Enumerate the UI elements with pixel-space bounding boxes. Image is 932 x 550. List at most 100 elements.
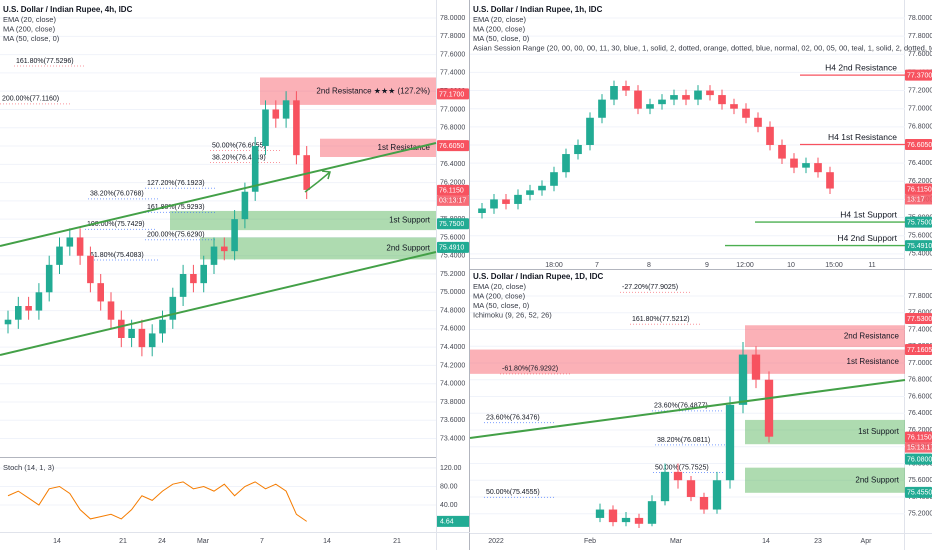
- trend-line: [469, 379, 906, 439]
- y-tick-label: 76.6000: [908, 393, 932, 400]
- price-tag: [437, 184, 469, 196]
- y-tick-label: 73.6000: [440, 417, 465, 424]
- x-tick-label: Apr: [861, 538, 873, 545]
- price-tag-label: 75.4550: [907, 490, 932, 497]
- price-tag: [437, 218, 469, 230]
- indicator-label: EMA (20, close): [473, 15, 526, 24]
- y-tick-label: 74.2000: [440, 362, 465, 369]
- level-label: H4 1st Support: [840, 209, 897, 219]
- y-tick-label: 77.8000: [908, 293, 932, 300]
- y-tick-label: 76.8000: [908, 377, 932, 384]
- candle-body: [231, 219, 238, 252]
- fib-label: 38.20%(76.0811): [657, 437, 710, 444]
- x-tick-label: 2022: [488, 538, 504, 545]
- y-tick-label: 74.4000: [440, 344, 465, 351]
- price-tag-label: 76.1150: [907, 434, 932, 441]
- x-tick-label: 12:00: [736, 262, 754, 269]
- y-tick-label: 75.6000: [908, 233, 932, 240]
- candle-body: [4, 319, 12, 325]
- x-tick-label: 21: [393, 538, 401, 545]
- candle-body: [621, 517, 631, 523]
- candle-body: [586, 117, 594, 145]
- countdown: 15:13:17: [907, 444, 932, 451]
- level-label: 1st Resistance: [847, 357, 900, 366]
- indicator-label: MA (200, close): [473, 24, 526, 33]
- candle-body: [694, 90, 702, 100]
- level-zone: [745, 467, 905, 493]
- y-tick-label: 75.0000: [440, 289, 465, 296]
- x-tick-label: 23: [814, 538, 822, 545]
- price-tag: [905, 183, 932, 195]
- stoch-line: [7, 481, 307, 522]
- candle-body: [148, 333, 156, 348]
- candle-body: [574, 144, 582, 155]
- candle-body: [764, 379, 774, 437]
- price-tag: [905, 216, 932, 228]
- y-tick-label: 77.6000: [908, 51, 932, 58]
- x-tick-label: 7: [260, 538, 264, 545]
- candle-body: [15, 306, 22, 320]
- y-tick-label: 120.00: [440, 465, 462, 472]
- stoch-title: Stoch (14, 1, 3): [3, 463, 55, 472]
- price-tag-label: 77.3700: [907, 72, 932, 79]
- y-tick-label: 40.00: [440, 502, 458, 509]
- x-tick-label: 7: [595, 262, 599, 269]
- candle-body: [712, 480, 722, 510]
- indicator-label: MA (50, close, 0): [3, 34, 60, 43]
- countdown-box: [905, 442, 932, 453]
- candle-body: [490, 199, 498, 209]
- candle-body: [35, 292, 43, 311]
- fib-label: 38.20%(76.4749): [212, 154, 266, 161]
- candle-body: [550, 172, 558, 186]
- trend-line: [0, 251, 437, 356]
- projection-arrow: [304, 171, 331, 193]
- candle-body: [646, 104, 654, 109]
- level-label: 2nd Support: [855, 475, 899, 484]
- indicator-label: MA (200, close): [3, 24, 56, 33]
- candle-body: [138, 328, 146, 348]
- x-tick-label: 14: [762, 538, 770, 545]
- price-tag-label: 76.6050: [439, 143, 464, 150]
- y-tick-label: 76.4000: [908, 160, 932, 167]
- x-tick-label: 10: [787, 262, 795, 269]
- candle-body: [282, 100, 290, 119]
- candle-body: [608, 509, 618, 523]
- indicator-label: Asian Session Range (20, 00, 00, 00, 11,…: [473, 43, 932, 52]
- candle-body: [742, 108, 750, 118]
- y-tick-label: 76.2000: [440, 179, 465, 186]
- x-tick-label: 18:00: [545, 262, 563, 269]
- indicator-label: EMA (20, close): [3, 15, 56, 24]
- candle-body: [725, 404, 735, 481]
- candle-body: [169, 296, 177, 320]
- y-tick-label: 78.0000: [908, 15, 932, 22]
- price-tag-label: 76.0800: [907, 456, 932, 463]
- fib-label: 100.00%(75.7429): [87, 221, 145, 228]
- candle-body: [128, 328, 135, 338]
- y-tick-label: 77.4000: [908, 326, 932, 333]
- chart-layers: 73.4000 73.6000 73.8000 74.0000 74.2000 74.40…: [0, 5, 932, 545]
- candle-body: [673, 471, 683, 481]
- price-tag-label: 75.7500: [907, 219, 932, 226]
- candle-body: [730, 104, 738, 109]
- y-tick-label: 77.4000: [440, 70, 465, 77]
- candle-body: [778, 144, 786, 159]
- y-tick-label: 76.2000: [908, 427, 932, 434]
- drawings: [0, 142, 906, 439]
- price-tag-label: 76.1150: [907, 186, 932, 193]
- candle-body: [622, 86, 630, 91]
- candle-body: [272, 109, 280, 119]
- level-label: H4 2nd Support: [837, 233, 897, 243]
- fib-label: 23.60%(76.4877): [654, 403, 708, 410]
- price-tag: [905, 240, 932, 252]
- y-tick-label: 75.2000: [440, 271, 465, 278]
- y-tick-label: 75.4000: [908, 251, 932, 258]
- candle-body: [610, 86, 618, 100]
- candle-body: [670, 95, 678, 100]
- candle-body: [658, 99, 666, 105]
- candle-body: [200, 264, 207, 284]
- indicator-label: EMA (20, close): [473, 282, 526, 291]
- level-label: 2nd Resistance ★★★ (127.2%): [316, 86, 430, 95]
